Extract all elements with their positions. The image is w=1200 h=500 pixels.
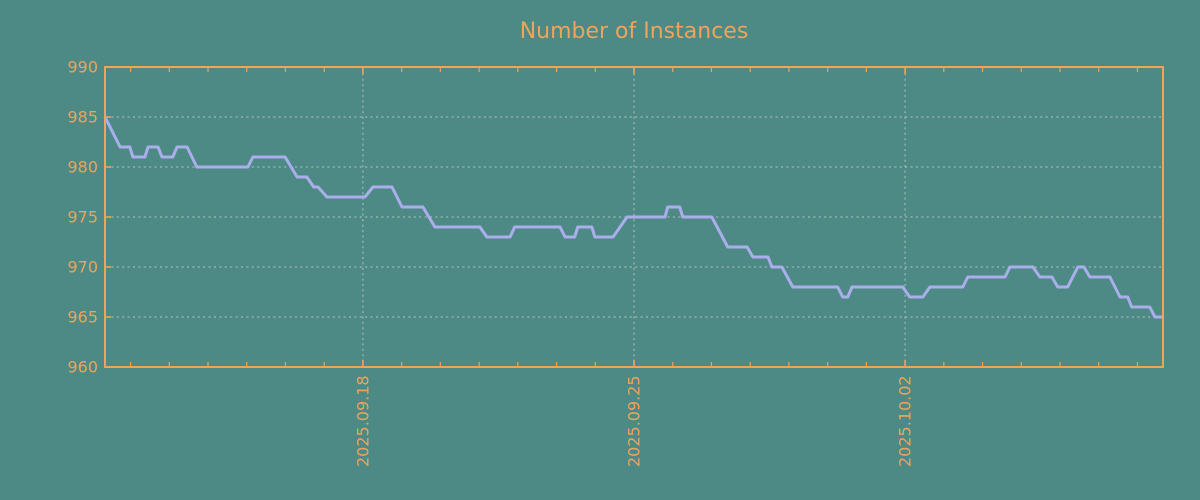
chart-title: Number of Instances [520, 19, 749, 44]
x-tick-label: 2025.10.02 [896, 375, 915, 467]
x-tick-label: 2025.09.25 [625, 375, 644, 467]
y-tick-label: 980 [67, 158, 98, 177]
y-tick-label: 960 [67, 358, 98, 377]
series-line [103, 116, 1163, 319]
x-tick-label: 2025.09.18 [353, 375, 372, 467]
y-tick-label: 985 [67, 108, 98, 127]
grid-layer [106, 68, 1162, 366]
plot-border [104, 66, 1164, 368]
y-tick-label: 970 [67, 258, 98, 277]
axis-layer: 960 965 970 975 980 985 990 2025.09.18 2025.09.2… [67, 58, 1139, 467]
y-tick-label: 975 [67, 208, 98, 227]
y-tick-label: 965 [67, 308, 98, 327]
series-layer [103, 116, 1163, 319]
y-tick-label: 990 [67, 58, 98, 77]
